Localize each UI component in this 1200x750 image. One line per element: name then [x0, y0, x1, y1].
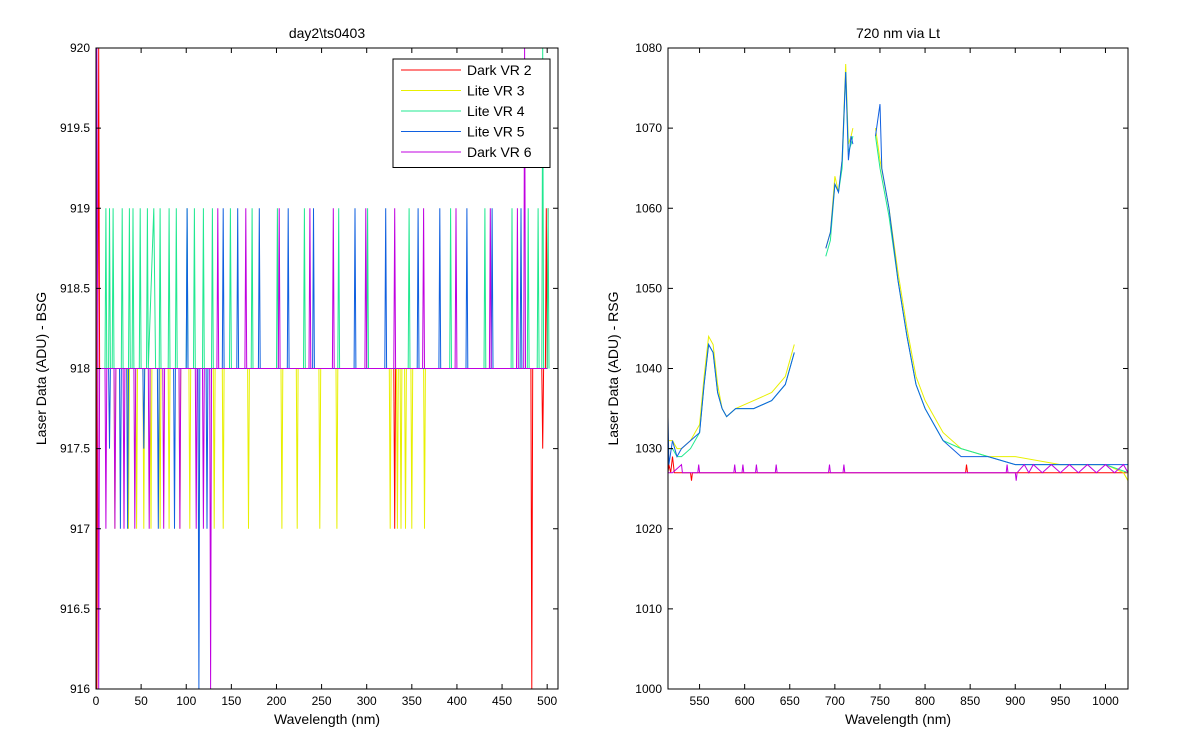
y-tick-label: 1030: [635, 442, 662, 456]
x-tick-label: 500: [537, 694, 557, 708]
x-tick-label: 50: [134, 694, 148, 708]
x-tick-label: 350: [402, 694, 422, 708]
legend-entry: Lite VR 4: [467, 103, 525, 119]
series-line-dark-vr-2: [96, 48, 549, 689]
series-line-1: [668, 456, 1128, 481]
x-tick-label: 1000: [1092, 694, 1119, 708]
series-line-4: [668, 71, 1128, 466]
y-tick-label: 918: [70, 362, 90, 376]
x-tick-label: 900: [1005, 694, 1025, 708]
y-axis-label: Laser Data (ADU) - BSG: [33, 292, 49, 445]
x-axis-label: Wavelength (nm): [274, 711, 380, 727]
y-tick-label: 917.5: [60, 442, 90, 456]
y-tick-label: 917: [70, 522, 90, 536]
y-tick-label: 1080: [635, 41, 662, 55]
x-tick-label: 150: [221, 694, 241, 708]
y-tick-label: 1000: [635, 682, 662, 696]
legend-entry: Dark VR 2: [467, 62, 532, 78]
x-tick-label: 650: [780, 694, 800, 708]
y-tick-label: 1060: [635, 201, 662, 215]
y-tick-label: 919: [70, 201, 90, 215]
x-tick-label: 200: [266, 694, 286, 708]
x-tick-label: 550: [690, 694, 710, 708]
plot-area: [668, 48, 1128, 689]
legend: Dark VR 2 Lite VR 3 Lite VR 4 Lite VR 5 Dark…: [392, 58, 551, 168]
x-tick-label: 750: [870, 694, 890, 708]
y-tick-label: 919.5: [60, 121, 90, 135]
x-tick-label: 300: [357, 694, 377, 708]
x-axis-label: Wavelength (nm): [845, 711, 951, 727]
left-chart: 0 50 100 150 200 250 300 350 400 450 500 916 916.5 91…: [33, 25, 559, 727]
legend-entry: Dark VR 6: [467, 144, 532, 160]
y-tick-label: 920: [70, 41, 90, 55]
x-tick-label: 850: [960, 694, 980, 708]
x-tick-label: 450: [492, 694, 512, 708]
x-tick-label: 250: [312, 694, 332, 708]
x-tick-label: 800: [915, 694, 935, 708]
series-line-5: [668, 463, 1128, 481]
y-tick-label: 916: [70, 682, 90, 696]
series-line-lite-vr-5: [96, 208, 548, 689]
x-tick-label: 100: [176, 694, 196, 708]
x-tick-label: 0: [93, 694, 100, 708]
x-tick-label: 400: [447, 694, 467, 708]
right-chart: 550 600 650 700 750 800 850 900 950 1000 1000 1010 1…: [605, 25, 1129, 727]
legend-entry: Lite VR 3: [467, 83, 525, 99]
x-tick-label: 950: [1050, 694, 1070, 708]
x-tick-label: 700: [825, 694, 845, 708]
series-line-dark-vr-6: [96, 48, 548, 689]
series-lines: [96, 48, 550, 689]
y-tick-label: 916.5: [60, 602, 90, 616]
series-lines: [668, 63, 1128, 481]
y-tick-label: 918.5: [60, 281, 90, 295]
y-axis-label: Laser Data (ADU) - RSG: [605, 291, 621, 445]
chart-title: day2\ts0403: [289, 25, 365, 41]
legend-box: [392, 58, 551, 168]
y-tick-label: 1010: [635, 602, 662, 616]
chart-title: 720 nm via Lt: [856, 25, 940, 41]
y-tick-label: 1050: [635, 281, 662, 295]
y-tick-label: 1040: [635, 362, 662, 376]
legend-entry: Lite VR 5: [467, 124, 525, 140]
y-tick-label: 1020: [635, 522, 662, 536]
y-tick-label: 1070: [635, 121, 662, 135]
x-tick-label: 600: [735, 694, 755, 708]
